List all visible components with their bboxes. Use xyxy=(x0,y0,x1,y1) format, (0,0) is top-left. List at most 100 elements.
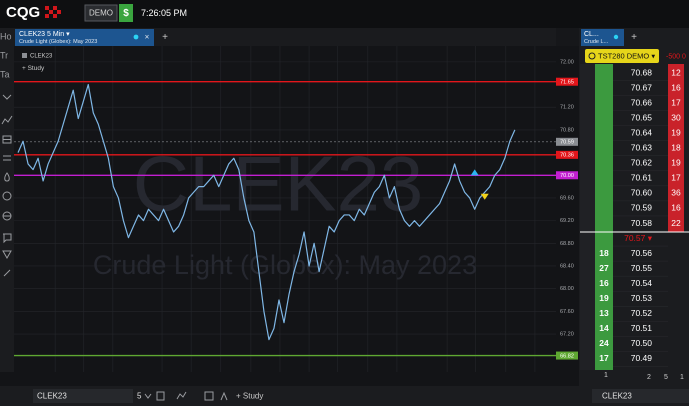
dom-price: 70.52 xyxy=(631,308,653,318)
dom-ask-size: 19 xyxy=(671,127,681,137)
price-level-tag xyxy=(556,150,578,159)
dom-price: 70.58 xyxy=(631,218,653,228)
y-tick-label: 68.00 xyxy=(560,286,574,292)
dom-price: 70.49 xyxy=(631,353,653,363)
dom-rows: 70.68 12 70.67 16 70.66 17 70.65 30 70.64 19 70.63… xyxy=(599,67,681,367)
legend-swatch xyxy=(22,53,27,58)
dom-price: 70.68 xyxy=(631,67,653,77)
plot: 71.65 70.59 70.36 70.00 66.82 xyxy=(14,77,578,360)
dom-bid-size: 27 xyxy=(599,263,609,273)
dom-price: 70.50 xyxy=(631,338,653,348)
dom-price: 70.61 xyxy=(631,173,653,183)
size-tab[interactable]: 5 xyxy=(664,374,668,381)
bottom-study[interactable]: + Study xyxy=(236,392,263,401)
dom-ask-size: 17 xyxy=(671,173,681,183)
legend-symbol: CLEK23 xyxy=(30,54,53,60)
dom-bid-size: 14 xyxy=(599,323,609,333)
signal-marker xyxy=(480,193,489,200)
y-tick-label: 69.60 xyxy=(560,195,574,201)
mode-button[interactable] xyxy=(84,4,118,22)
side-item[interactable]: Ho xyxy=(0,31,12,41)
dom-ask-size: 18 xyxy=(671,143,681,153)
bid-column xyxy=(595,64,613,370)
price-axis xyxy=(556,46,579,372)
dom-bid-size: 17 xyxy=(599,353,609,363)
dom-symbol-input[interactable] xyxy=(592,389,689,403)
tab-add[interactable]: + xyxy=(162,32,168,43)
dom-ask-size: 36 xyxy=(671,188,681,198)
dom-tab-title: CL... xyxy=(584,31,599,38)
price-line xyxy=(17,83,516,341)
y-tick-label: 68.40 xyxy=(560,263,574,269)
time-axis xyxy=(0,372,580,386)
price-level-label: 70.00 xyxy=(560,173,574,179)
y-tick-label: 72.00 xyxy=(560,59,574,65)
tab-dot xyxy=(133,34,139,40)
dom-price: 70.55 xyxy=(631,263,653,273)
account-icon xyxy=(588,52,596,60)
side-item[interactable]: Ta xyxy=(0,69,10,79)
dom-tab[interactable] xyxy=(581,29,624,46)
size-tab[interactable]: 2 xyxy=(647,374,651,381)
dom-bid-size: 19 xyxy=(599,293,609,303)
watermark-symbol: CLEK23 xyxy=(133,140,424,228)
pnl: -500 0 xyxy=(666,53,686,60)
dom-price: 70.56 xyxy=(631,248,653,258)
y-tick-label: 69.20 xyxy=(560,218,574,224)
order-column xyxy=(580,64,595,370)
y-tick-label: 68.80 xyxy=(560,241,574,247)
y-tick-label: 71.20 xyxy=(560,105,574,111)
dom-price: 70.62 xyxy=(631,158,653,168)
interval[interactable]: 5 xyxy=(137,392,142,401)
symbol-input[interactable] xyxy=(33,389,133,403)
size-tab[interactable]: 1 xyxy=(680,374,684,381)
chart-tab[interactable] xyxy=(15,29,154,46)
price-level-tag xyxy=(556,77,578,86)
dom-ask-size: 12 xyxy=(671,67,681,77)
dom-bid-size: 24 xyxy=(599,338,609,348)
price-level-tag xyxy=(556,171,578,180)
price-level-label: 71.65 xyxy=(560,79,574,85)
y-tick-label: 70.80 xyxy=(560,127,574,133)
symbol-input-text: CLEK23 xyxy=(37,392,67,401)
dom-price: 70.51 xyxy=(631,323,653,333)
price-level-tag xyxy=(556,351,578,360)
dom-bid-size: 13 xyxy=(599,308,609,318)
y-tick-label: 67.20 xyxy=(560,331,574,337)
y-tick-label: 67.60 xyxy=(560,309,574,315)
mode-label: DEMO xyxy=(89,9,113,18)
dom-ask-size: 16 xyxy=(671,82,681,92)
tab-title: CLEK23 5 Min ▾ xyxy=(19,31,70,38)
dom-bid-size: 16 xyxy=(599,278,609,288)
tab-subtitle: Crude Light (Globex): May 2023 xyxy=(19,39,97,45)
dom-ask-size: 17 xyxy=(671,97,681,107)
size-tab[interactable]: 1 xyxy=(604,372,608,379)
dom-ask-size: 22 xyxy=(671,218,681,228)
funds-button[interactable] xyxy=(119,4,133,22)
tab-close[interactable]: × xyxy=(145,33,150,42)
watermark-name: Crude Light (Globex): May 2023 xyxy=(93,250,477,280)
price-level-label: 66.82 xyxy=(560,353,574,359)
ask-column xyxy=(668,64,684,232)
dom-price: 70.66 xyxy=(631,97,653,107)
bottom-bar xyxy=(0,386,689,406)
dom-price: 70.63 xyxy=(631,143,653,153)
dom-price: 70.64 xyxy=(631,127,653,137)
dom-price: 70.65 xyxy=(631,112,653,122)
logo-mark xyxy=(45,6,61,18)
dom-bid-size: 18 xyxy=(599,248,609,258)
side-item[interactable]: Tr xyxy=(0,50,8,60)
price-level-tag xyxy=(556,137,578,146)
account-button[interactable] xyxy=(585,49,659,63)
dom-price: 70.53 xyxy=(631,293,653,303)
dom-tab-subtitle: Crude L... xyxy=(584,39,609,45)
dom-price: 70.67 xyxy=(631,82,653,92)
dom-tab-add[interactable]: + xyxy=(631,32,637,43)
dom-tab-dot xyxy=(613,34,619,40)
toolbar-icons[interactable] xyxy=(144,391,228,401)
funds-label: $ xyxy=(123,8,129,19)
dom-ask-size: 16 xyxy=(671,203,681,213)
account-label: TST280 DEMO ▾ xyxy=(598,51,655,60)
legend-study[interactable]: + Study xyxy=(22,65,45,72)
